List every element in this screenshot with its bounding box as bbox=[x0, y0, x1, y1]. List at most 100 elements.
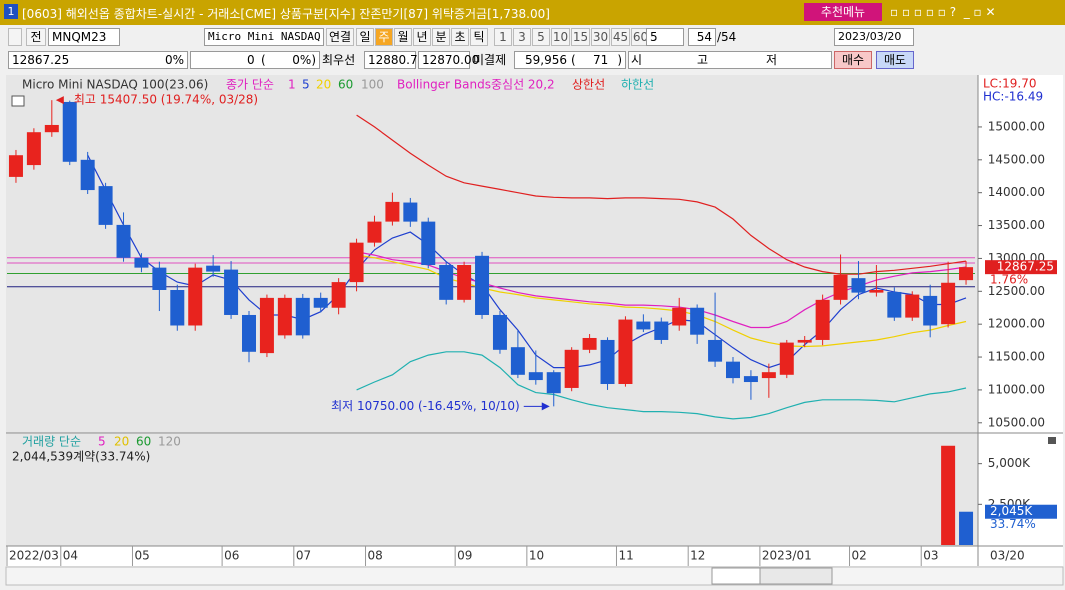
x-tick-label: 05 bbox=[134, 549, 149, 563]
window-title: [0603] 해외선옵 종합차트-실시간 - 거래소[CME] 상품구분[지수]… bbox=[22, 7, 550, 21]
y-tick-label: 5,000K bbox=[988, 456, 1031, 470]
total-count: /54 bbox=[717, 30, 737, 44]
y-tick-label: 12000.00 bbox=[988, 317, 1045, 331]
pane-close[interactable] bbox=[1048, 437, 1056, 444]
period-btn[interactable]: 주 bbox=[375, 28, 393, 46]
candle-body bbox=[421, 221, 436, 266]
y-tick-label: 10500.00 bbox=[988, 415, 1045, 429]
link-btn[interactable]: 연결 bbox=[326, 28, 354, 46]
candle-body bbox=[403, 202, 418, 222]
x-tick-label: 2022/03 bbox=[9, 549, 59, 563]
y-tick-label: 11000.00 bbox=[988, 382, 1045, 396]
paren: ( bbox=[571, 53, 576, 67]
scroll-thumb[interactable] bbox=[759, 567, 833, 585]
x-last-label: 03/20 bbox=[990, 549, 1025, 563]
period-btn[interactable]: 월 bbox=[394, 28, 412, 46]
change-pct: 0% bbox=[164, 53, 184, 67]
price: 12867.25 bbox=[12, 53, 70, 67]
candle-body bbox=[923, 295, 938, 326]
candle-body bbox=[457, 265, 472, 300]
name-field[interactable]: Micro Mini NASDAQ 10 bbox=[204, 28, 324, 46]
volume-bar bbox=[959, 511, 974, 545]
indicator-line bbox=[356, 114, 967, 275]
volume-tag-label: 2,045K bbox=[990, 504, 1033, 518]
candle-body bbox=[600, 339, 615, 385]
candle-body bbox=[44, 124, 59, 133]
mode-btn[interactable]: 전 bbox=[26, 28, 46, 46]
price-pane bbox=[6, 75, 978, 433]
oi-label: 미결제 bbox=[473, 53, 507, 67]
period-btn[interactable]: 초 bbox=[451, 28, 469, 46]
interval-btn[interactable]: 5 bbox=[532, 28, 550, 46]
bid: 12870.00 bbox=[418, 51, 479, 69]
candle-body bbox=[887, 291, 902, 318]
candle-body bbox=[367, 221, 382, 243]
candle-body bbox=[851, 278, 866, 293]
volume-bar bbox=[941, 445, 956, 545]
scroll-buttons[interactable] bbox=[711, 567, 761, 585]
candle-body bbox=[385, 201, 400, 222]
candle-body bbox=[546, 372, 561, 394]
candle-body bbox=[743, 376, 758, 383]
scrollbar[interactable] bbox=[5, 566, 1064, 586]
max-annotation: 최고 15407.50 (19.74%, 03/28) bbox=[74, 93, 258, 107]
candle-body bbox=[224, 269, 239, 315]
date-field[interactable]: 2023/03/20 bbox=[834, 28, 914, 46]
grid-icon[interactable] bbox=[11, 95, 25, 107]
code-combo[interactable]: MNQM23 bbox=[48, 28, 120, 46]
change-label: 1.76% bbox=[990, 273, 1028, 287]
recommend-menu[interactable]: 추천메뉴 bbox=[804, 3, 882, 21]
volume-share: 33.74% bbox=[990, 517, 1036, 531]
interval-btn[interactable]: 3 bbox=[513, 28, 531, 46]
indicator-line bbox=[356, 351, 967, 420]
candle-body bbox=[134, 257, 149, 268]
paren: ) bbox=[617, 53, 622, 67]
interval-btn[interactable]: 45 bbox=[611, 28, 630, 46]
candle-body bbox=[708, 339, 723, 362]
y-tick-label: 12500.00 bbox=[988, 284, 1045, 298]
volume-legend-period: 60 bbox=[136, 435, 151, 449]
y-tick-label: 13500.00 bbox=[988, 218, 1045, 232]
interval-btn[interactable]: 1 bbox=[494, 28, 512, 46]
candle-body bbox=[654, 321, 669, 340]
max-arrow bbox=[55, 96, 64, 105]
candle-body bbox=[582, 337, 597, 350]
legend-entry: 상한선 bbox=[572, 78, 605, 92]
candle-body bbox=[242, 314, 256, 352]
interval-btn[interactable]: 15 bbox=[571, 28, 590, 46]
volume-legend-period: 20 bbox=[114, 435, 129, 449]
candle-body bbox=[313, 297, 328, 308]
shown-field[interactable]: 54 bbox=[688, 28, 716, 46]
period-btn[interactable]: 틱 bbox=[470, 28, 488, 46]
legend-entry: 20 bbox=[316, 78, 331, 92]
interval-btn[interactable]: 30 bbox=[591, 28, 610, 46]
price-field: 12867.25 0% bbox=[8, 51, 188, 69]
window-controls[interactable]: ▫ ▫ ▫ ▫ ▫ ? _ ▫ ✕ bbox=[890, 5, 996, 19]
volume-pane bbox=[6, 434, 978, 546]
title-bar: 1 [0603] 해외선옵 종합차트-실시간 - 거래소[CME] 상품구분[지… bbox=[0, 0, 1065, 25]
low-label: 저 bbox=[766, 53, 778, 67]
price-tag bbox=[985, 260, 1057, 275]
oi-field: 59,956 (71) bbox=[514, 51, 626, 69]
candle-body bbox=[833, 274, 848, 300]
period-btn[interactable]: 분 bbox=[432, 28, 450, 46]
x-tick-label: 07 bbox=[296, 549, 311, 563]
x-axis-pane bbox=[6, 546, 1063, 566]
legend-entry: Bollinger Bands중심선 20,2 bbox=[397, 78, 555, 92]
candle-body bbox=[779, 342, 794, 375]
buy-btn[interactable]: 매수 bbox=[834, 51, 872, 69]
interval-btn[interactable]: 10 bbox=[551, 28, 570, 46]
candle-body bbox=[564, 349, 579, 388]
candle-body bbox=[439, 265, 454, 300]
period-btn[interactable]: 년 bbox=[413, 28, 431, 46]
paren: ( bbox=[261, 53, 266, 67]
sell-btn[interactable]: 매도 bbox=[876, 51, 914, 69]
candle-body bbox=[152, 267, 167, 290]
menu-btn[interactable] bbox=[8, 28, 22, 46]
period-btn[interactable]: 일 bbox=[356, 28, 374, 46]
open-label: 시 bbox=[631, 53, 643, 67]
count-field[interactable]: 5 bbox=[646, 28, 684, 46]
